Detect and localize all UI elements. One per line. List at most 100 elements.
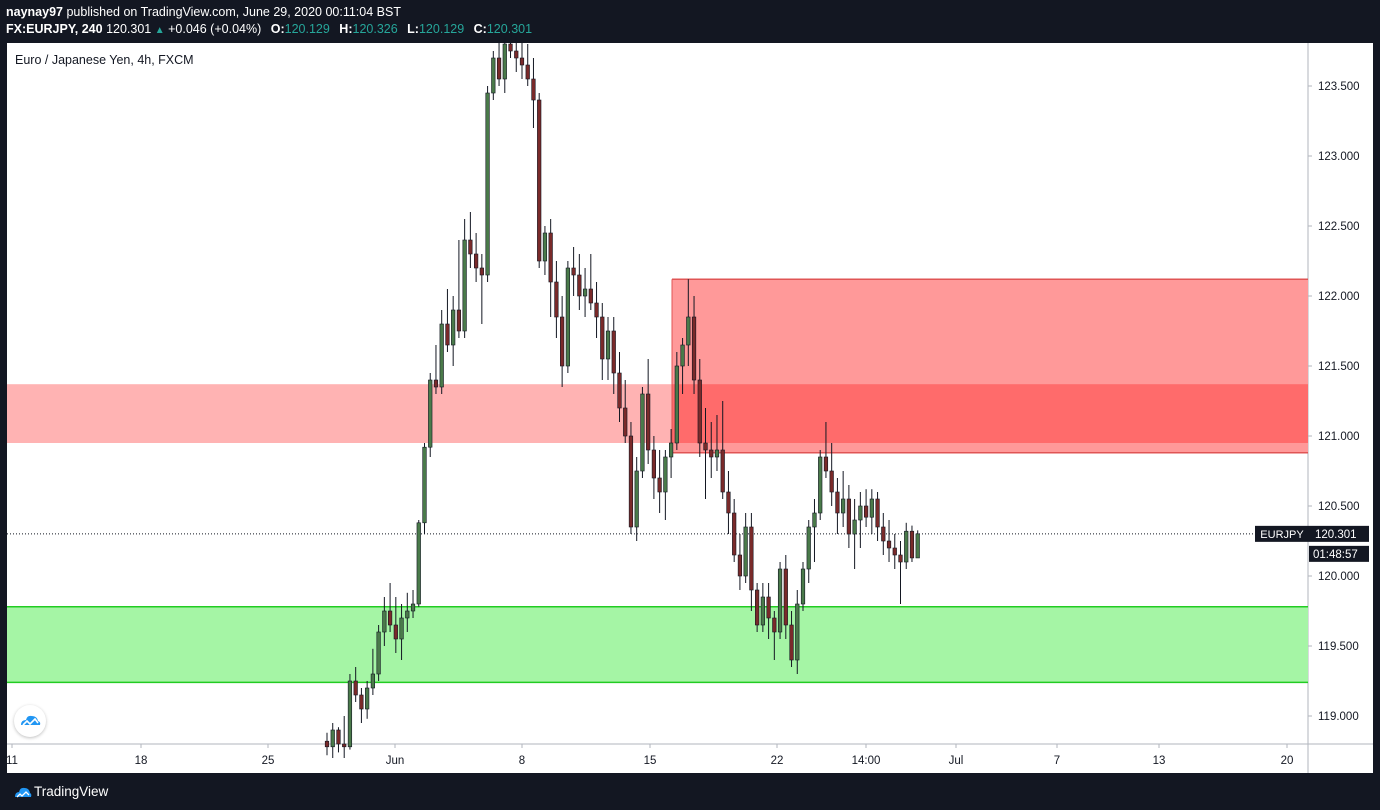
candle-up [582, 288, 588, 297]
candle-down [554, 281, 559, 318]
open-value: 120.129 [284, 22, 330, 36]
tradingview-cloud-icon [21, 715, 41, 726]
candle-up [382, 610, 387, 633]
open-label: O: [270, 22, 285, 36]
candle-down [657, 477, 662, 493]
time-tick-label: 8 [519, 755, 525, 767]
high-value: 120.326 [352, 22, 398, 36]
candle-up [605, 330, 611, 360]
candle-up [714, 449, 720, 458]
time-tick-label: 15 [644, 755, 657, 767]
candle-up [668, 442, 674, 458]
candle-down [393, 624, 398, 640]
candle-down [835, 491, 840, 514]
candle-down [445, 323, 450, 346]
candle-up [330, 729, 335, 748]
candle-up [347, 680, 353, 748]
low-value: 120.129 [418, 22, 465, 36]
candle-down [623, 407, 628, 437]
candle-down [732, 512, 737, 556]
candle-up [485, 92, 490, 276]
candle-down [468, 239, 473, 255]
candle-up [634, 470, 639, 528]
candle-up [410, 603, 416, 612]
candle-up [674, 365, 679, 444]
time-tick-label: 14:00 [852, 755, 881, 767]
candle-down [387, 610, 393, 626]
candle-down [755, 589, 760, 626]
close-label: C: [473, 22, 487, 36]
candle-up [428, 379, 433, 448]
candle-up [365, 687, 370, 710]
candle-down [353, 680, 358, 696]
symbol-price-tag [1255, 525, 1309, 542]
candle-up [542, 232, 548, 262]
time-tick-label: 25 [262, 755, 275, 767]
candle-up [422, 446, 427, 524]
candle-down [588, 288, 593, 304]
candle-down [783, 568, 788, 626]
price-tick-label: 123.000 [1318, 151, 1360, 163]
time-tick-label: 20 [1281, 755, 1294, 767]
candle-down [875, 498, 880, 528]
price-axis-background [1308, 43, 1373, 744]
candle-down [646, 393, 651, 451]
candle-down [703, 442, 708, 451]
footer-bar [0, 773, 1380, 810]
candle-up [915, 533, 920, 559]
candle-up [904, 530, 909, 563]
candle-up [640, 393, 645, 472]
candle-down [886, 540, 892, 549]
candle-up [376, 631, 381, 675]
candle-up [439, 323, 444, 388]
candle-down [709, 449, 714, 458]
candle-up [663, 456, 668, 493]
price-tick-label: 120.000 [1318, 571, 1360, 583]
last-price: 120.301 [106, 22, 152, 36]
candle-down [525, 64, 530, 80]
time-tick-label: 13 [1153, 755, 1166, 767]
candle-down [456, 309, 462, 332]
candle-down [479, 267, 484, 276]
symbol-info: FX:EURJPY, 240 120.301 ▲ +0.046 (+0.04%)… [6, 22, 532, 36]
candle-down [823, 456, 829, 472]
candle-down [537, 99, 542, 262]
price-tick-label: 122.500 [1318, 221, 1360, 233]
candle-up [852, 519, 857, 535]
tradingview-logo-icon [15, 787, 32, 798]
candle-up [743, 526, 748, 577]
candle-down [789, 624, 794, 661]
candle-down [881, 526, 886, 542]
candle-up [502, 43, 507, 80]
candle-up [812, 512, 817, 528]
candle-down [336, 729, 341, 745]
candle-up [491, 57, 496, 94]
candle-down [594, 302, 599, 318]
tradingview-badge[interactable] [14, 705, 46, 737]
candle-down [433, 379, 439, 388]
footer-brand: TradingView [34, 784, 109, 799]
symbol-name: FX:EURJPY, 240 [6, 22, 103, 36]
price-tick-label: 120.500 [1318, 501, 1360, 513]
current-price-tag-label: 120.301 [1315, 529, 1357, 541]
candle-down [496, 57, 502, 80]
up-arrow-icon: ▲ [154, 25, 165, 36]
candle-down [628, 435, 634, 528]
close-value: 120.301 [486, 22, 533, 36]
price-tick-label: 122.000 [1318, 291, 1360, 303]
candle-down [766, 596, 771, 619]
candle-up [841, 498, 846, 514]
candle-down [898, 554, 903, 563]
price-tick-label: 121.500 [1318, 361, 1360, 373]
candle-down [909, 530, 915, 559]
candle-down [892, 547, 897, 556]
candle-up [416, 522, 421, 605]
candle-down [611, 330, 616, 374]
high-label: H: [339, 22, 353, 36]
candle-down [772, 617, 777, 633]
candle-down [531, 78, 536, 101]
price-tick-label: 123.500 [1318, 81, 1360, 93]
price-tick-label: 119.500 [1318, 641, 1359, 653]
candle-down [571, 267, 576, 276]
